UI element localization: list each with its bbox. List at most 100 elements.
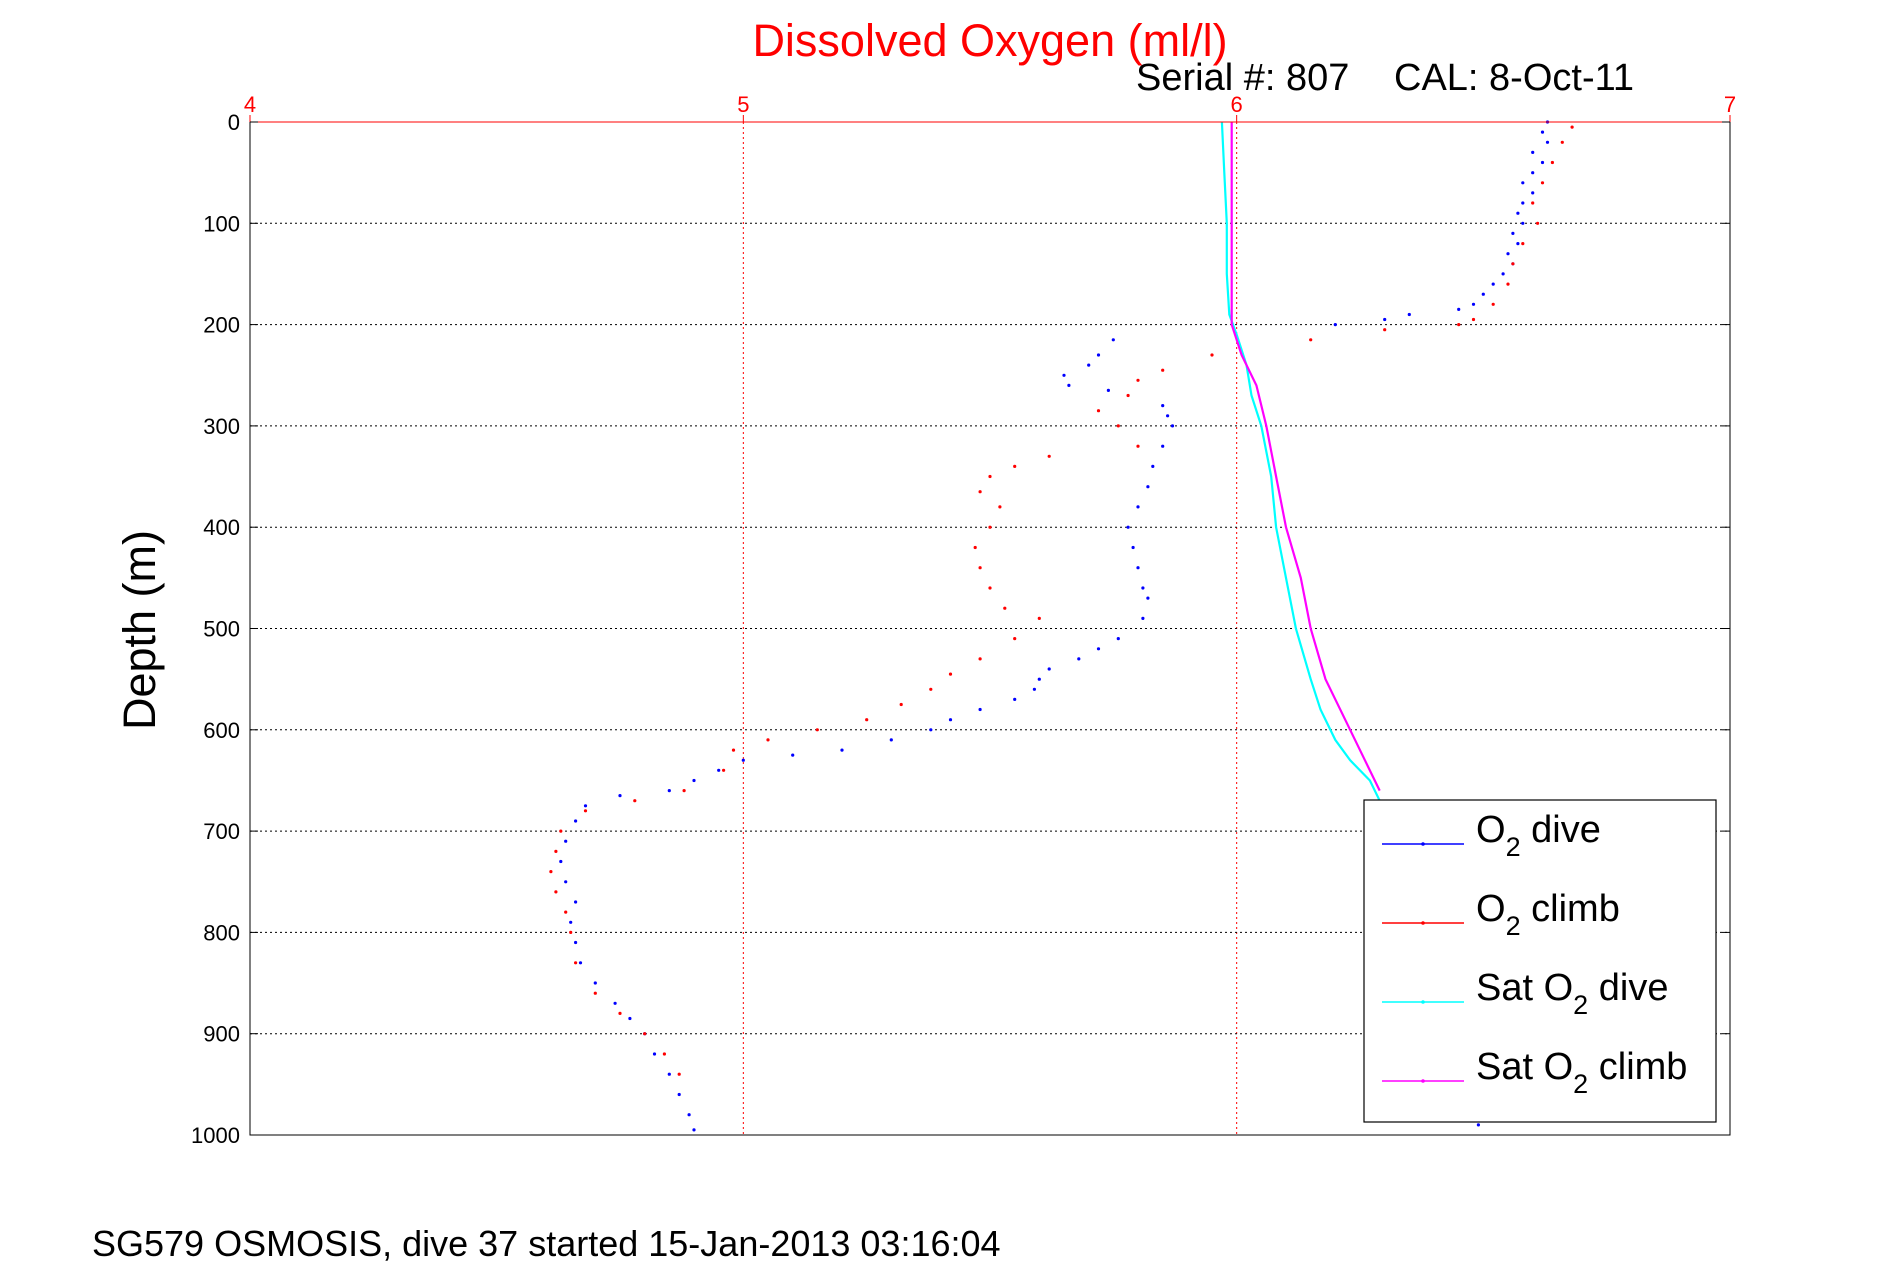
calibration-date: CAL: 8-Oct-11 (1394, 57, 1634, 99)
data-point (1545, 140, 1550, 144)
data-point (741, 758, 745, 762)
data-point (1536, 221, 1540, 225)
data-point (569, 930, 573, 935)
data-point (1062, 373, 1066, 377)
data-point (554, 849, 558, 854)
x-tick-label: 5 (737, 92, 749, 117)
x-tick-label: 7 (1724, 92, 1736, 117)
data-point (559, 829, 563, 833)
legend: O2 dive O2 climb Sat O2 dive Sat O2 climb (1363, 799, 1717, 1123)
data-point (578, 961, 583, 965)
data-point (633, 799, 637, 803)
data-point (593, 991, 597, 995)
data-point (1407, 312, 1411, 317)
data-point (1096, 409, 1101, 413)
legend-marker (1421, 842, 1425, 846)
data-point (1126, 393, 1130, 398)
data-point (1161, 404, 1165, 408)
data-point (1116, 424, 1120, 428)
data-point (574, 940, 578, 945)
data-point (1521, 242, 1525, 246)
data-point (1013, 637, 1017, 641)
series-sat-o2-climb (1230, 122, 1381, 792)
data-point (978, 657, 982, 661)
x-axis-ticks: 4 5 6 7 (244, 92, 1736, 122)
data-point (593, 981, 597, 985)
y-axis-label: Depth (m) (114, 530, 165, 730)
legend-entry: O2 climb (1382, 888, 1620, 941)
legend-entry: Sat O2 dive (1382, 967, 1668, 1020)
data-point (988, 525, 992, 529)
data-point (1013, 697, 1017, 702)
data-point (722, 768, 726, 772)
data-point (1166, 414, 1170, 418)
y-tick-label: 100 (203, 211, 240, 236)
data-point (692, 1128, 696, 1132)
legend-entry: O2 dive (1382, 809, 1601, 862)
data-point (1531, 150, 1535, 154)
y-tick-label: 800 (203, 920, 240, 945)
data-point (1210, 353, 1214, 357)
data-point (1506, 282, 1510, 286)
data-point (1457, 307, 1461, 311)
data-point (1511, 231, 1515, 235)
y-tick-label: 600 (203, 718, 240, 743)
data-point (1136, 505, 1140, 509)
chart-title: Dissolved Oxygen (ml/l) (752, 15, 1227, 66)
data-point (1521, 181, 1525, 185)
x-tick-label: 6 (1231, 92, 1243, 117)
data-point (717, 768, 721, 772)
data-point (1047, 667, 1051, 671)
data-point (1161, 444, 1165, 448)
data-point (1531, 191, 1535, 195)
data-point (574, 819, 578, 823)
x-tick-label: 4 (244, 92, 256, 117)
data-point (1471, 302, 1476, 306)
data-point (1511, 262, 1515, 266)
data-point (549, 870, 553, 874)
series-line (1220, 121, 1381, 802)
data-point (692, 778, 696, 783)
data-point (978, 490, 982, 494)
data-point (687, 1113, 691, 1117)
data-point (667, 1072, 671, 1076)
data-point (948, 718, 953, 722)
data-point (815, 728, 819, 732)
data-point (1151, 464, 1155, 468)
data-point (1550, 160, 1554, 165)
series-o2-climb (549, 125, 1574, 1076)
data-point (677, 1092, 681, 1097)
data-point (1141, 616, 1145, 621)
data-point (1037, 616, 1041, 621)
legend-label: Sat O2 dive (1476, 967, 1668, 1020)
legend-box (1363, 799, 1717, 1123)
data-point (1383, 317, 1387, 322)
series-layer (549, 120, 1574, 1132)
data-point (1491, 282, 1495, 286)
data-point (1116, 637, 1120, 641)
data-point (1037, 677, 1041, 681)
data-point (583, 809, 588, 813)
data-point (677, 1072, 681, 1076)
y-tick-label: 700 (203, 819, 240, 844)
data-point (1481, 292, 1485, 296)
data-point (613, 1001, 617, 1005)
data-point (1126, 525, 1130, 529)
data-point (1170, 424, 1175, 428)
data-point (564, 910, 568, 914)
data-point (840, 748, 844, 752)
data-point (1560, 140, 1564, 144)
data-point (1161, 368, 1165, 372)
data-point (1106, 388, 1110, 392)
y-tick-label: 1000 (191, 1123, 240, 1148)
data-point (1067, 383, 1071, 387)
data-point (574, 900, 578, 904)
y-tick-label: 0 (228, 110, 240, 135)
legend-entry: Sat O2 climb (1382, 1046, 1687, 1099)
data-point (1570, 125, 1574, 129)
y-tick-label: 200 (203, 313, 240, 338)
data-point (1309, 338, 1313, 342)
data-point (583, 804, 588, 808)
legend-label: O2 dive (1476, 809, 1601, 862)
